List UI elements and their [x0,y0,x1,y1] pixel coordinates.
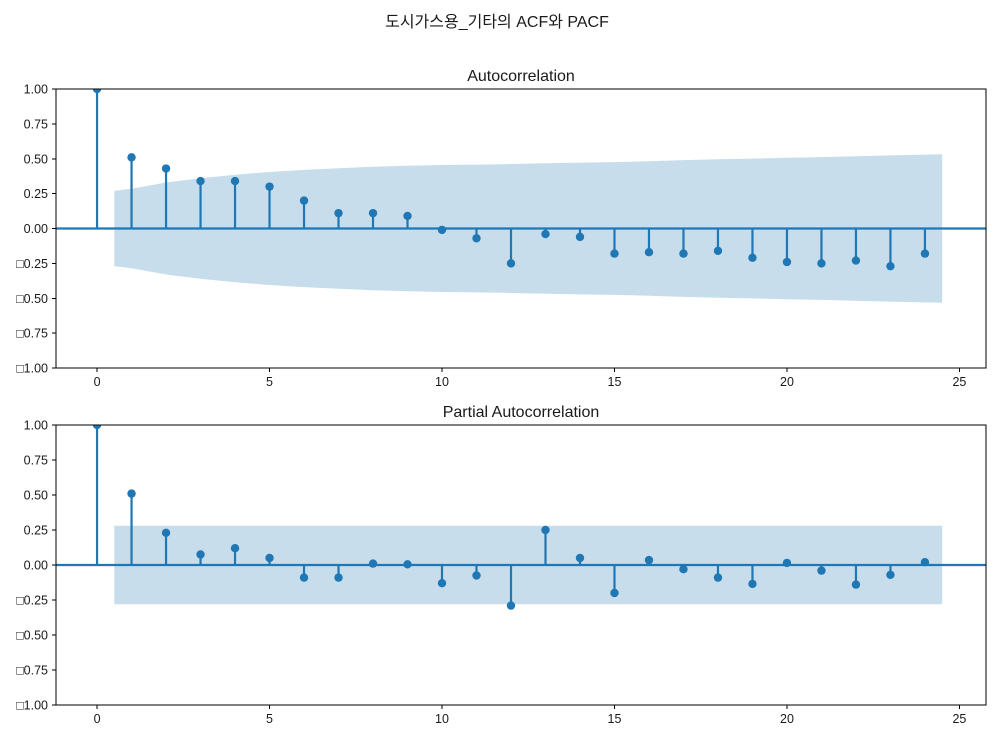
acf-y-tick-label: □0.25 [16,257,48,271]
acf-dot-lag-16 [644,248,654,257]
acf-dot-lag-14 [575,232,585,242]
pacf-dot-lag-21 [817,566,826,575]
acf-dot-lag-6 [299,196,309,205]
acf-y-tick-label: □0.75 [16,327,48,341]
acf-chart [56,89,986,303]
acf-y-tick-label: □0.50 [16,292,48,306]
pacf-chart [56,425,986,610]
pacf-dot-lag-3 [196,550,205,559]
acf-dot-lag-11 [472,234,481,243]
acf-dot-lag-23 [886,261,895,271]
acf-y-tick-label: 0.25 [24,187,48,201]
acf-dot-lag-8 [368,208,378,218]
pacf-dot-lag-13 [541,525,550,535]
pacf-dot-lag-20 [782,558,792,568]
acf-y-tick-label: 1.00 [24,83,48,97]
acf-dot-lag-24 [920,249,930,258]
pacf-y-tick-label: □1.00 [16,699,48,713]
pacf-dot-lag-8 [368,559,378,568]
acf-x-tick-label: 0 [94,375,101,389]
pacf-x-tick-label: 15 [608,712,622,726]
pacf-x-tick-label: 10 [435,712,449,726]
acf-dot-lag-21 [817,259,826,268]
acf-x-tick-label: 20 [780,375,794,389]
pacf-dot-lag-9 [403,560,412,569]
acf-dot-lag-9 [403,211,412,221]
acf-x-tick-label: 10 [435,375,449,389]
acf-x-tick-label: 15 [608,375,622,389]
pacf-dot-lag-2 [161,528,171,537]
pacf-dot-lag-0 [92,425,102,430]
pacf-dot-lag-17 [679,565,688,574]
acf-dot-lag-17 [679,249,688,258]
pacf-dot-lag-7 [334,573,343,582]
acf-y-tick-label: 0.00 [24,222,48,236]
pacf-x-tick-label: 0 [94,712,101,726]
acf-dot-lag-20 [782,257,792,267]
pacf-x-tick-label: 25 [952,712,966,726]
pacf-y-tick-label: 0.50 [24,489,48,503]
pacf-dot-lag-23 [886,570,895,579]
pacf-dot-lag-19 [748,579,757,589]
pacf-y-tick-label: 0.25 [24,524,48,538]
acf-dot-lag-13 [541,229,550,239]
acf-dot-lag-19 [748,253,757,262]
acf-dot-lag-15 [610,249,619,258]
pacf-dot-lag-6 [299,573,309,582]
acf-dot-lag-5 [265,182,274,191]
acf-x-tick-label: 5 [266,375,273,389]
acf-x-tick-label: 25 [952,375,966,389]
pacf-dot-lag-16 [644,555,654,565]
pacf-dot-lag-11 [472,571,481,580]
pacf-y-tick-label: □0.25 [16,594,48,608]
acf-dot-lag-10 [437,225,447,235]
pacf-dot-lag-10 [437,579,447,588]
pacf-dot-lag-24 [920,558,930,567]
acf-dot-lag-1 [127,153,136,162]
pacf-title: Partial Autocorrelation [443,404,600,421]
pacf-x-tick-label: 5 [266,712,273,726]
acf-dot-lag-3 [196,176,205,186]
pacf-dot-lag-4 [230,544,240,553]
pacf-y-tick-label: □0.75 [16,664,48,678]
pacf-dot-lag-12 [506,601,516,610]
acf-dot-lag-18 [713,246,723,256]
pacf-dot-lag-15 [610,588,619,598]
pacf-x-tick-label: 20 [780,712,794,726]
pacf-dot-lag-22 [851,580,861,589]
acf-dot-lag-7 [334,208,343,218]
pacf-dot-lag-5 [265,553,274,563]
acf-dot-lag-22 [851,256,861,265]
acf-y-tick-label: 0.50 [24,152,48,166]
pacf-dot-lag-18 [713,573,723,582]
pacf-y-tick-label: 0.00 [24,559,48,573]
acf-dot-lag-2 [161,164,171,173]
acf-dot-lag-12 [506,259,516,268]
acf-y-tick-label: 0.75 [24,117,48,131]
acf-dot-lag-4 [230,176,240,186]
acf-title: Autocorrelation [467,68,575,85]
acf-dot-lag-0 [92,89,102,94]
pacf-y-tick-label: 1.00 [24,419,48,433]
pacf-dot-lag-1 [127,489,136,498]
pacf-y-tick-label: □0.50 [16,629,48,643]
figure-title: 도시가스용_기타의 ACF와 PACF [385,14,609,31]
acf-y-tick-label: □1.00 [16,362,48,376]
pacf-y-tick-label: 0.75 [24,454,48,468]
pacf-dot-lag-14 [575,553,585,563]
